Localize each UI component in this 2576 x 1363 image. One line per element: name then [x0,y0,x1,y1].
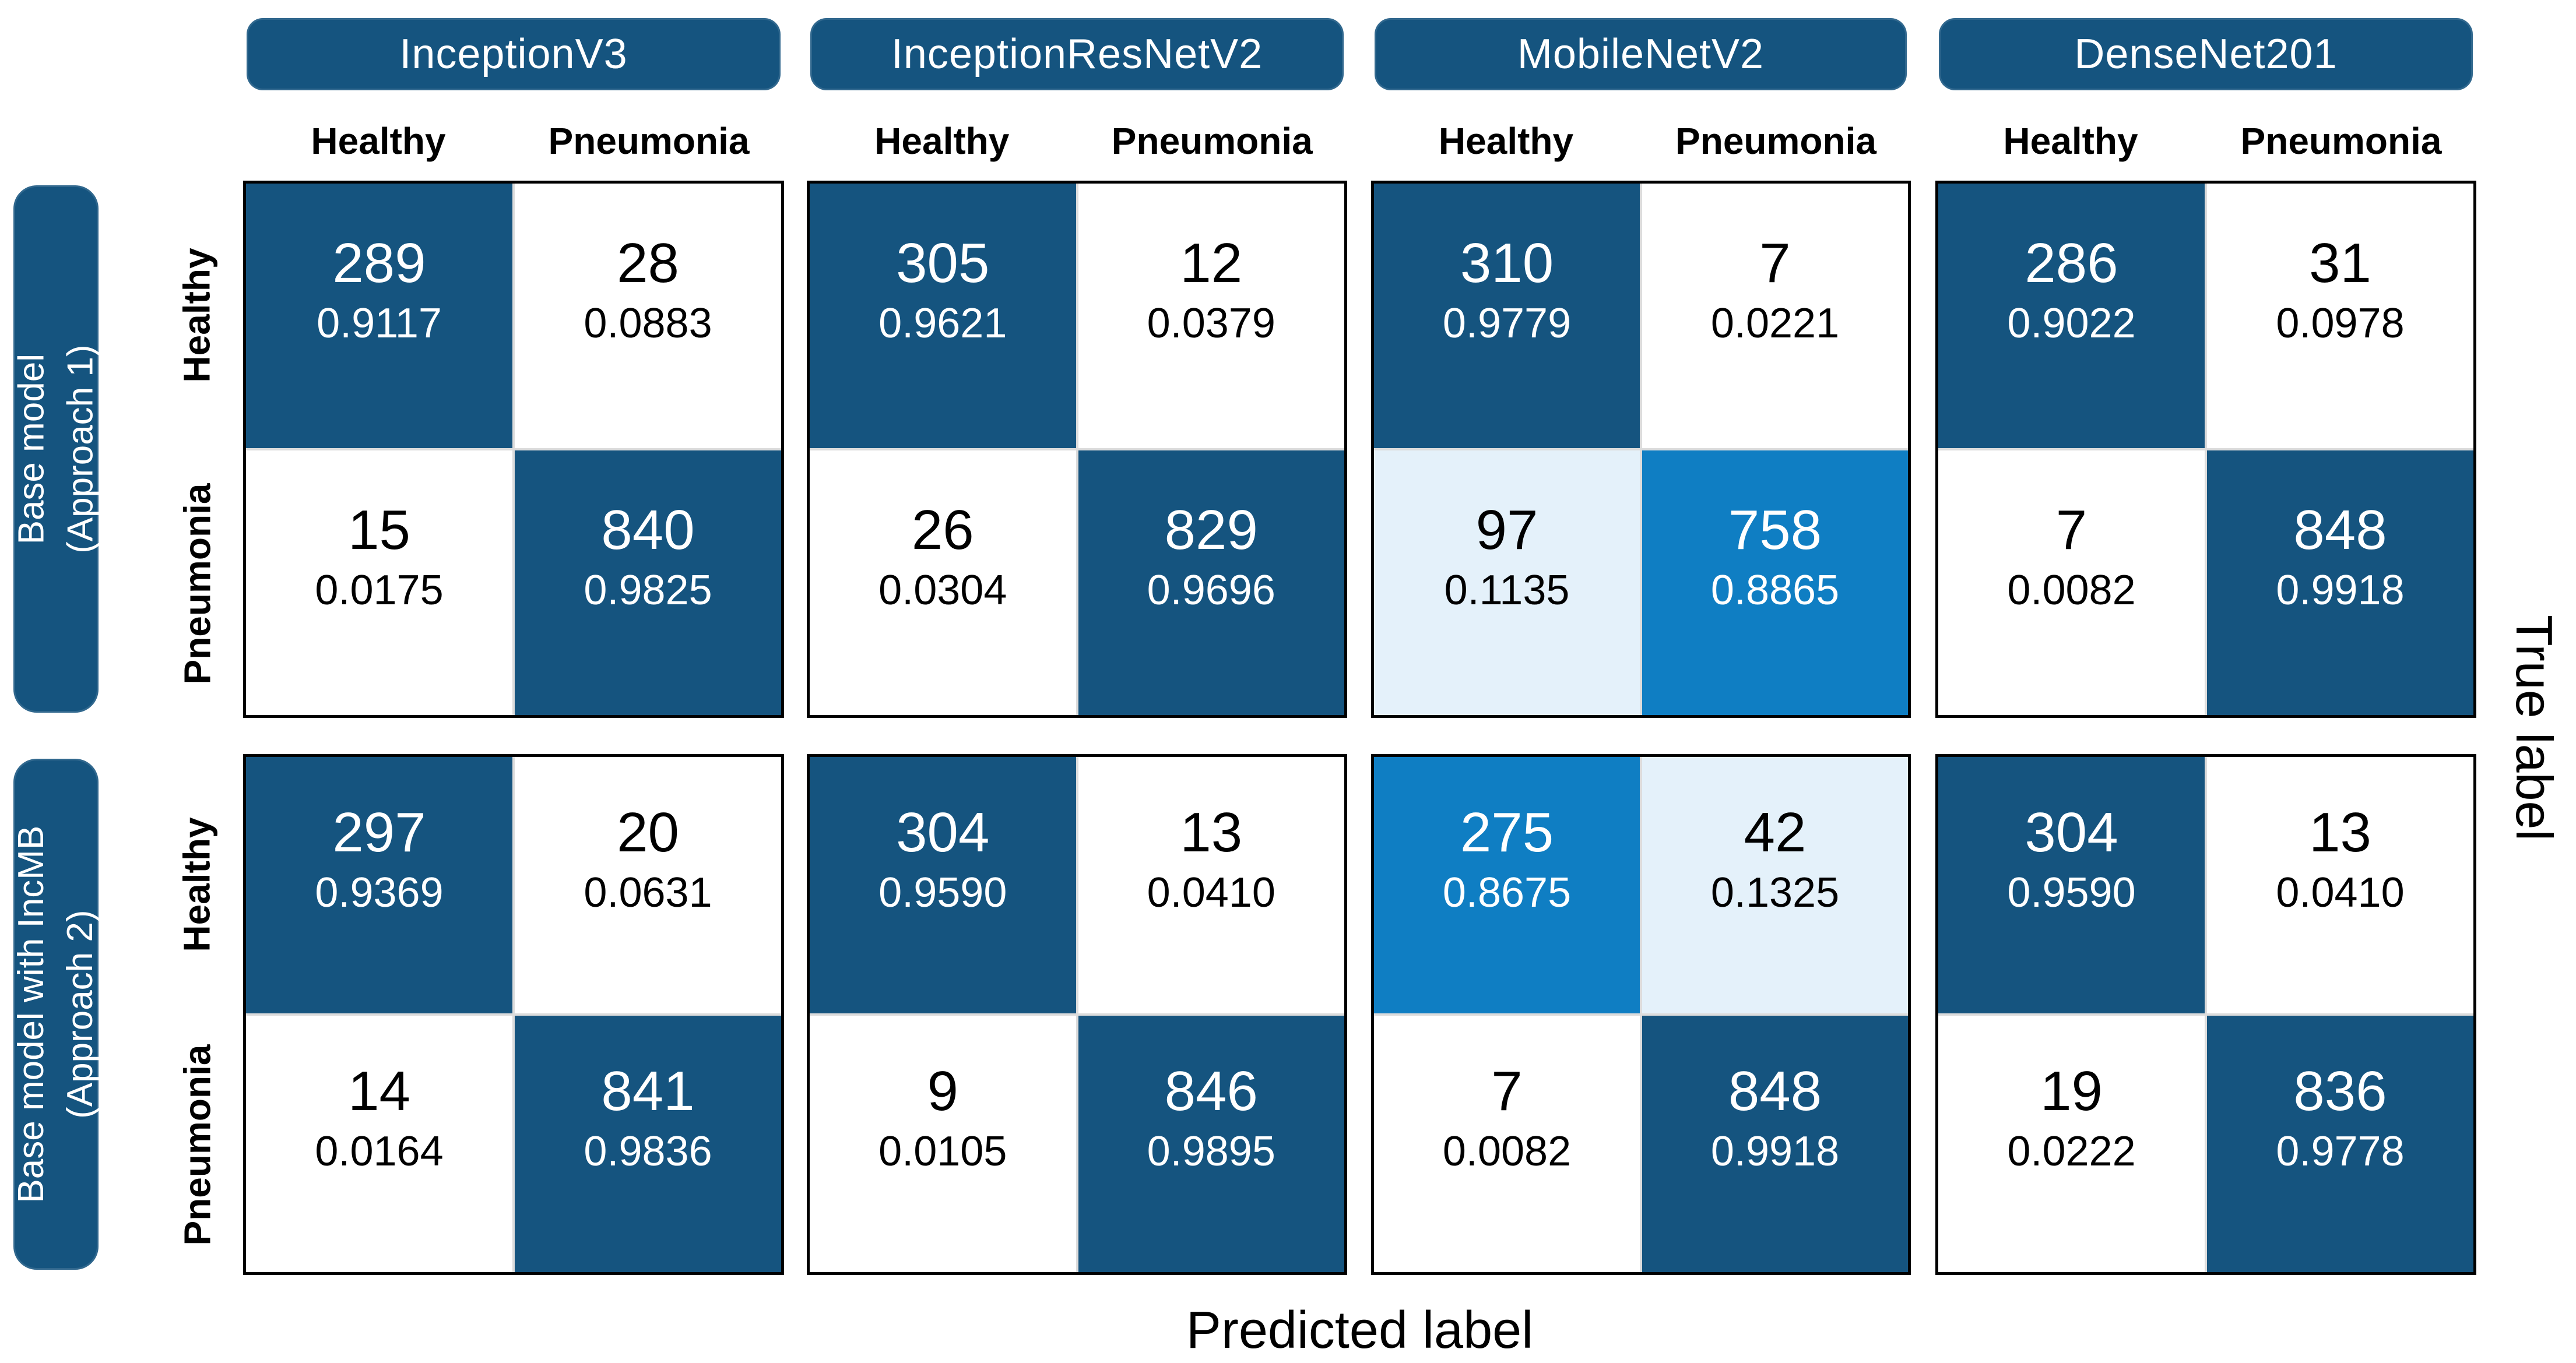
approach-1-label: Base model (Approach 1) [11,344,101,554]
cell-fn: 9 0.0105 [810,1016,1076,1272]
cell-fn: 26 0.0304 [810,450,1076,715]
column-labels-densenet201: Healthy Pneumonia [1935,112,2476,170]
matrix-approach2-densenet201: 304 0.9590 13 0.0410 19 0.0222 836 0.977… [1935,754,2476,1275]
col-label-healthy: Healthy [311,120,446,162]
cell-tn: 297 0.9369 [246,757,512,1013]
cell-tn: 304 0.9590 [810,757,1076,1013]
col-label-pneumonia: Pneumonia [1675,120,1876,162]
model-header-mobilenetv2: MobileNetV2 [1375,18,1907,90]
cell-tn: 305 0.9621 [810,184,1076,448]
cell-fp: 31 0.0978 [2207,184,2473,448]
col-label-pneumonia: Pneumonia [2240,120,2442,162]
cell-fp: 42 0.1325 [1642,757,1908,1013]
predicted-label-axis: Predicted label [1186,1301,1534,1360]
cell-fp: 12 0.0379 [1078,184,1344,448]
cell-fn: 14 0.0164 [246,1016,512,1272]
col-label-pneumonia: Pneumonia [548,120,750,162]
cell-tp: 829 0.9696 [1078,450,1344,715]
cell-fn: 97 0.1135 [1374,450,1640,715]
cell-tp: 836 0.9778 [2207,1016,2473,1272]
model-header-densenet201: DenseNet201 [1939,18,2473,90]
approach-2-label: Base model with IncMB (Approach 2) [11,825,101,1203]
matrix-approach2-mobilenetv2: 275 0.8675 42 0.1325 7 0.0082 848 0.9918 [1371,754,1911,1275]
cell-tp: 846 0.9895 [1078,1016,1344,1272]
cell-fn: 15 0.0175 [246,450,512,715]
cell-tp: 840 0.9825 [515,450,781,715]
cell-fn: 19 0.0222 [1938,1016,2205,1272]
matrix-approach2-inceptionv3: 297 0.9369 20 0.0631 14 0.0164 841 0.983… [243,754,784,1275]
cell-tn: 275 0.8675 [1374,757,1640,1013]
cell-tn: 286 0.9022 [1938,184,2205,448]
cell-tn: 289 0.9117 [246,184,512,448]
column-labels-mobilenetv2: Healthy Pneumonia [1371,112,1911,170]
row-label-pneumonia-approach1: Pneumonia [176,483,218,684]
matrix-approach1-mobilenetv2: 310 0.9779 7 0.0221 97 0.1135 758 0.8865 [1371,181,1911,718]
cell-tp: 848 0.9918 [2207,450,2473,715]
cell-fp: 28 0.0883 [515,184,781,448]
cell-fn: 7 0.0082 [1374,1016,1640,1272]
col-label-healthy: Healthy [2003,120,2138,162]
matrix-approach1-inceptionv3: 289 0.9117 28 0.0883 15 0.0175 840 0.982… [243,181,784,718]
true-label-axis: True label [2505,614,2563,841]
model-header-inceptionv3: InceptionV3 [247,18,781,90]
matrix-approach1-inceptionresnetv2: 305 0.9621 12 0.0379 26 0.0304 829 0.969… [807,181,1347,718]
matrix-approach1-densenet201: 286 0.9022 31 0.0978 7 0.0082 848 0.9918 [1935,181,2476,718]
model-header-inceptionresnetv2: InceptionResNetV2 [810,18,1344,90]
col-label-healthy: Healthy [1438,120,1574,162]
column-labels-inceptionresnetv2: Healthy Pneumonia [807,112,1347,170]
approach-2-pill: Base model with IncMB (Approach 2) [11,759,100,1270]
cell-fp: 7 0.0221 [1642,184,1908,448]
col-label-healthy: Healthy [874,120,1010,162]
cell-tp: 841 0.9836 [515,1016,781,1272]
cell-fp: 13 0.0410 [1078,757,1344,1013]
column-labels-inceptionv3: Healthy Pneumonia [243,112,784,170]
cell-fp: 20 0.0631 [515,757,781,1013]
matrix-approach2-inceptionresnetv2: 304 0.9590 13 0.0410 9 0.0105 846 0.9895 [807,754,1347,1275]
cell-fn: 7 0.0082 [1938,450,2205,715]
cell-tp: 848 0.9918 [1642,1016,1908,1272]
row-label-healthy-approach1: Healthy [176,247,218,383]
cell-tn: 304 0.9590 [1938,757,2205,1013]
approach-1-pill: Base model (Approach 1) [11,185,100,713]
col-label-pneumonia: Pneumonia [1111,120,1313,162]
cell-tn: 310 0.9779 [1374,184,1640,448]
row-label-pneumonia-approach2: Pneumonia [176,1044,218,1245]
row-label-healthy-approach2: Healthy [176,816,218,952]
cell-tp: 758 0.8865 [1642,450,1908,715]
cell-fp: 13 0.0410 [2207,757,2473,1013]
